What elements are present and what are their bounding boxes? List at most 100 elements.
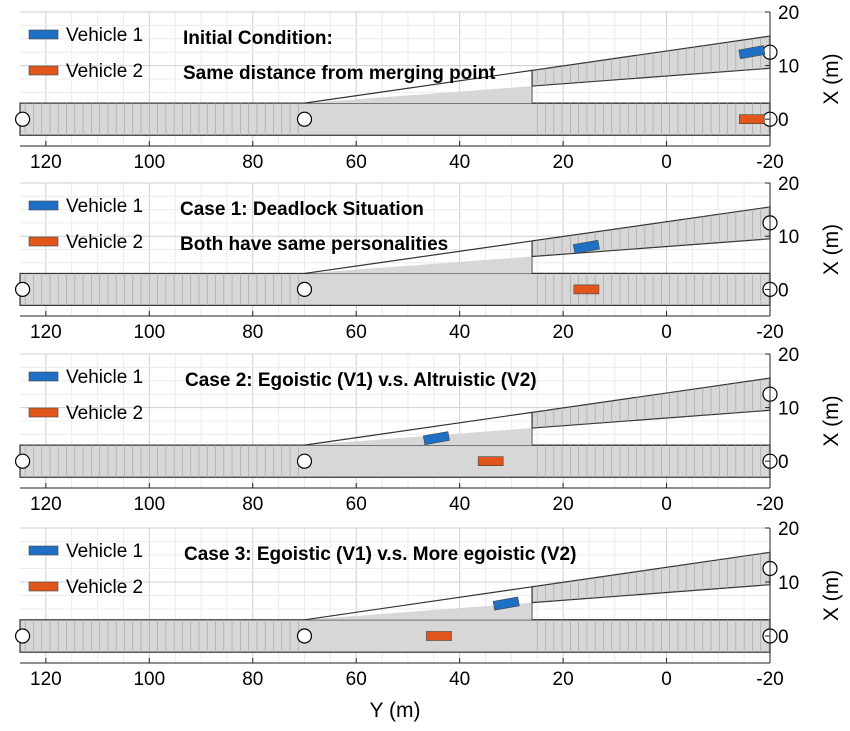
waypoint-marker <box>296 628 313 644</box>
vehicle-2-marker <box>426 631 452 641</box>
legend-label-vehicle-2: Vehicle 2 <box>66 403 143 424</box>
vehicle-1-marker <box>738 45 766 60</box>
vehicles <box>738 45 766 124</box>
x-tick-label: 100 <box>133 152 165 173</box>
annotation-line: Initial Condition: <box>183 28 333 49</box>
y-tick-label: 10 <box>778 573 799 594</box>
vehicles <box>422 431 504 467</box>
ramp-edge <box>304 586 533 621</box>
x-tick-label: -20 <box>756 322 783 343</box>
y-tick-label: 0 <box>778 110 789 131</box>
y-tick-label: 20 <box>778 519 799 540</box>
x-tick-label: -20 <box>756 669 783 690</box>
y-ticks: 0 10 20 <box>765 345 799 473</box>
x-tick-label: 80 <box>242 494 263 515</box>
x-tick-label: 100 <box>133 322 165 343</box>
vehicle-1-marker <box>572 239 600 254</box>
x-tick-label: 60 <box>346 494 367 515</box>
waypoint-marker <box>296 111 313 127</box>
legend-label-vehicle-2: Vehicle 2 <box>66 577 143 598</box>
annotation: Initial Condition: Same distance from mer… <box>183 28 496 84</box>
x-ticks: 120 100 80 60 40 20 0 -20 <box>30 658 784 690</box>
legend-swatch-vehicle-2 <box>28 407 59 418</box>
x-tick-label: 100 <box>133 669 165 690</box>
y-tick-label: 0 <box>778 280 789 301</box>
y-tick-label: 10 <box>778 227 799 248</box>
x-tick-label: -20 <box>756 152 783 173</box>
x-tick-label: 120 <box>30 494 62 515</box>
y-tick-label: 20 <box>778 345 799 366</box>
annotation: Case 1: Deadlock Situation Both have same… <box>180 199 448 255</box>
legend-swatch-vehicle-2 <box>28 236 59 247</box>
x-tick-label: 80 <box>242 152 263 173</box>
x-tick-label: 80 <box>242 669 263 690</box>
y-tick-label: 10 <box>778 399 799 420</box>
y-axis-label: X (m) <box>820 224 843 275</box>
annotation: Case 2: Egoistic (V1) v.s. Altruistic (V… <box>185 370 537 391</box>
waypoint-marker <box>14 111 31 127</box>
x-tick-label: 20 <box>553 152 574 173</box>
x-tick-label: 0 <box>661 669 672 690</box>
x-tick-label: 40 <box>449 494 470 515</box>
x-tick-label: 20 <box>553 669 574 690</box>
legend: Vehicle 1 Vehicle 2 <box>28 196 143 253</box>
waypoint-marker <box>14 628 31 644</box>
legend: Vehicle 1 Vehicle 2 <box>28 25 143 82</box>
y-ticks: 0 10 20 <box>765 174 799 301</box>
x-tick-label: 60 <box>346 669 367 690</box>
x-tick-label: 100 <box>133 494 165 515</box>
waypoint-marker <box>296 281 313 297</box>
y-tick-label: 20 <box>778 3 799 24</box>
y-ticks: 0 10 20 <box>765 519 799 648</box>
legend-swatch-vehicle-1 <box>28 29 59 40</box>
x-tick-label: 120 <box>30 322 62 343</box>
subplot-4: 120 100 80 60 40 20 0 -20 0 10 20 X (m) Y (m) Vehicle… <box>14 519 843 722</box>
x-tick-label: 60 <box>346 152 367 173</box>
legend-label-vehicle-1: Vehicle 1 <box>66 541 143 562</box>
waypoint-marker <box>296 453 313 469</box>
y-tick-label: 0 <box>778 452 789 473</box>
ramp-edge <box>304 240 533 275</box>
y-axis-label: X (m) <box>820 570 843 621</box>
legend: Vehicle 1 Vehicle 2 <box>28 541 143 598</box>
y-ticks: 0 10 20 <box>765 3 799 131</box>
legend-label-vehicle-2: Vehicle 2 <box>66 61 143 82</box>
waypoint-marker <box>14 281 31 297</box>
annotation-line: Case 3: Egoistic (V1) v.s. More egoistic… <box>184 544 576 565</box>
x-tick-label: 120 <box>30 669 62 690</box>
legend: Vehicle 1 Vehicle 2 <box>28 367 143 424</box>
merge-area <box>304 428 533 446</box>
legend-label-vehicle-1: Vehicle 1 <box>66 25 143 46</box>
y-tick-label: 10 <box>778 57 799 78</box>
vehicles <box>572 239 600 295</box>
legend-label-vehicle-1: Vehicle 1 <box>66 196 143 217</box>
legend-swatch-vehicle-1 <box>28 200 59 211</box>
road-hatching <box>24 207 770 306</box>
waypoint-marker <box>14 453 31 469</box>
x-ticks: 120 100 80 60 40 20 0 -20 <box>30 311 784 343</box>
merge-area <box>304 256 533 274</box>
x-tick-label: 0 <box>661 322 672 343</box>
x-tick-label: 60 <box>346 322 367 343</box>
x-tick-label: 40 <box>449 322 470 343</box>
vehicle-1-marker <box>492 596 520 611</box>
annotation-line: Case 1: Deadlock Situation <box>180 199 424 220</box>
x-tick-label: 40 <box>449 669 470 690</box>
merge-area <box>304 86 533 104</box>
road-hatching <box>24 378 770 478</box>
annotation-line: Both have same personalities <box>180 234 448 255</box>
ramp-edge <box>304 411 533 446</box>
annotation-line: Same distance from merging point <box>183 63 496 84</box>
legend-label-vehicle-1: Vehicle 1 <box>66 367 143 388</box>
x-tick-label: 0 <box>661 494 672 515</box>
x-tick-label: 20 <box>553 494 574 515</box>
legend-label-vehicle-2: Vehicle 2 <box>66 232 143 253</box>
vehicle-1-marker <box>422 431 450 446</box>
y-tick-label: 0 <box>778 627 789 648</box>
x-tick-label: 20 <box>553 322 574 343</box>
x-tick-label: 80 <box>242 322 263 343</box>
x-tick-label: 120 <box>30 152 62 173</box>
